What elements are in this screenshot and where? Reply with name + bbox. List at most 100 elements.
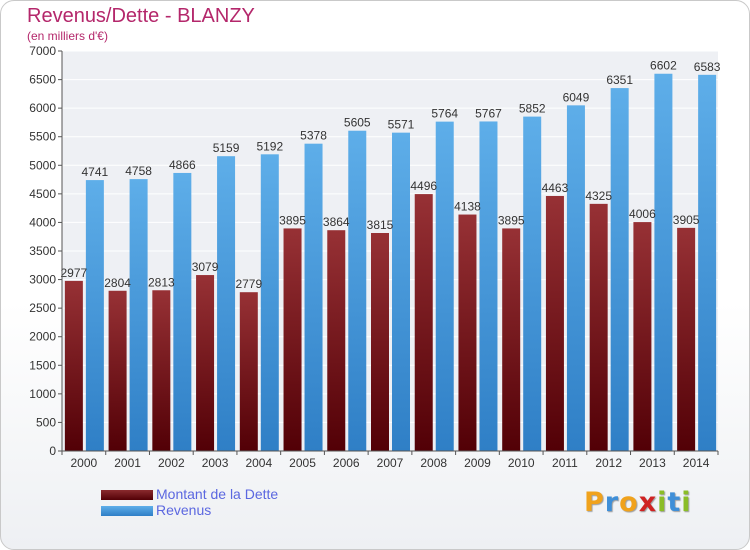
x-tick-label: 2014 (683, 456, 710, 470)
data-label-dette: 4138 (454, 200, 481, 214)
bar-dette (677, 227, 696, 451)
data-label-dette: 3895 (498, 213, 525, 227)
bar-dette (152, 290, 171, 451)
data-label-dette: 4463 (542, 181, 569, 195)
x-tick-label: 2003 (202, 456, 229, 470)
y-tick-label: 4000 (29, 215, 56, 229)
bar-revenus (85, 180, 104, 452)
bar-dette (633, 222, 652, 451)
y-tick-label: 0 (49, 444, 56, 458)
chart-title: Revenus/Dette - BLANZY (27, 5, 255, 27)
bar-dette (458, 214, 477, 451)
bar-revenus (392, 132, 410, 451)
y-tick-label: 5500 (29, 130, 56, 144)
bar-revenus (435, 121, 454, 451)
y-tick-label: 1000 (29, 387, 56, 401)
data-label-revenus: 5571 (388, 118, 415, 132)
data-label-dette: 2779 (235, 277, 262, 291)
x-tick-label: 2007 (377, 456, 404, 470)
legend-label-dette: Montant de la Dette (156, 486, 279, 502)
bar-revenus (173, 172, 192, 451)
data-label-dette: 3864 (323, 215, 350, 229)
bar-revenus (566, 105, 585, 451)
data-label-dette: 3895 (279, 213, 306, 227)
bar-revenus (217, 156, 236, 451)
legend-label-revenus: Revenus (156, 502, 212, 518)
logo-letter: i (657, 487, 668, 518)
y-tick-label: 500 (36, 415, 56, 429)
bar-dette (196, 275, 215, 451)
y-tick-label: 2500 (29, 301, 56, 315)
x-tick-label: 2009 (464, 456, 491, 470)
data-label-dette: 2804 (104, 276, 131, 290)
y-tick-label: 1500 (29, 358, 56, 372)
logo-letter: x (638, 487, 658, 518)
data-label-revenus: 5852 (519, 102, 546, 116)
data-label-dette: 3079 (192, 260, 219, 274)
data-label-revenus: 6602 (650, 59, 677, 73)
bar-revenus (304, 143, 323, 451)
data-label-revenus: 5378 (300, 129, 327, 143)
y-tick-label: 3500 (29, 244, 56, 258)
bar-revenus (654, 73, 673, 451)
x-tick-label: 2010 (508, 456, 535, 470)
bar-revenus (348, 130, 367, 451)
y-tick-label: 6000 (29, 101, 56, 115)
x-tick-label: 2000 (71, 456, 98, 470)
y-tick-label: 5000 (29, 158, 56, 172)
logo-letter: i (681, 487, 692, 518)
chart-subtitle: (en milliers d'€) (27, 29, 108, 43)
bar-dette (327, 230, 346, 451)
x-tick-label: 2011 (552, 456, 578, 470)
data-label-revenus: 5159 (213, 141, 240, 155)
data-label-revenus: 5764 (431, 107, 458, 121)
bar-dette (64, 280, 83, 451)
bar-revenus (260, 154, 279, 452)
data-label-dette: 2977 (61, 266, 88, 280)
data-label-dette: 2813 (148, 275, 175, 289)
bar-revenus (610, 88, 629, 451)
data-label-dette: 4496 (410, 179, 437, 193)
x-tick-label: 2006 (333, 456, 360, 470)
logo-letter: o (619, 487, 639, 518)
data-label-revenus: 5767 (475, 106, 502, 120)
logo-letter: r (604, 487, 620, 518)
data-label-revenus: 4758 (125, 164, 152, 178)
logo-letter: P (584, 487, 605, 518)
bar-dette (283, 228, 302, 451)
x-tick-label: 2001 (114, 456, 141, 470)
data-label-dette: 4006 (629, 207, 656, 221)
data-label-revenus: 6351 (606, 73, 633, 87)
logo-letter: t (667, 487, 682, 518)
x-tick-label: 2013 (639, 456, 666, 470)
x-tick-label: 2008 (420, 456, 447, 470)
y-tick-label: 6500 (29, 73, 56, 87)
bar-dette (589, 203, 608, 451)
data-label-dette: 3815 (367, 218, 394, 232)
bar-revenus (129, 179, 148, 451)
x-tick-label: 2004 (245, 456, 272, 470)
data-label-revenus: 6049 (563, 90, 590, 104)
data-label-revenus: 5192 (256, 139, 283, 153)
bar-revenus (523, 116, 542, 451)
y-tick-label: 7000 (29, 44, 56, 58)
data-label-revenus: 4866 (169, 158, 196, 172)
legend-swatch-revenus (101, 506, 153, 516)
data-label-revenus: 4741 (82, 165, 109, 179)
legend-swatch-dette (101, 490, 153, 500)
bar-dette (414, 194, 433, 452)
x-tick-label: 2005 (289, 456, 316, 470)
bar-revenus (698, 74, 717, 451)
x-tick-label: 2002 (158, 456, 185, 470)
x-tick-label: 2012 (595, 456, 622, 470)
bar-dette (108, 290, 127, 451)
y-tick-label: 4500 (29, 187, 56, 201)
proxiti-logo: Proxiti (584, 487, 692, 518)
bar-dette (371, 233, 389, 451)
bar-revenus (479, 121, 498, 451)
data-label-dette: 3905 (673, 213, 700, 227)
y-tick-label: 2000 (29, 330, 56, 344)
y-tick-label: 3000 (29, 273, 56, 287)
data-label-revenus: 6583 (694, 60, 721, 74)
